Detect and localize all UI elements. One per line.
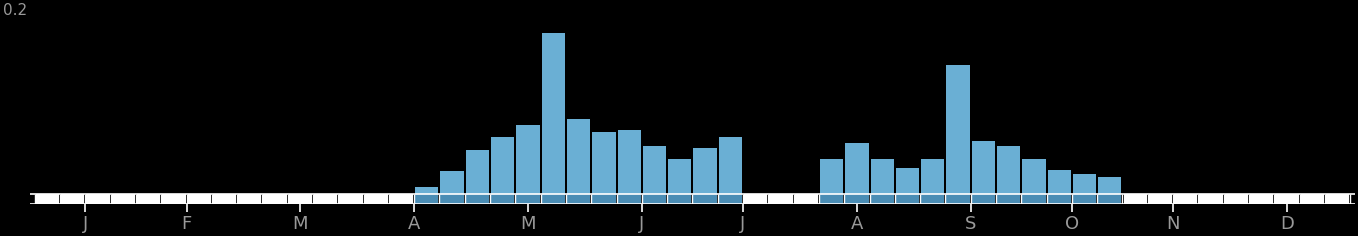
- Bar: [1047, 194, 1071, 204]
- Bar: [820, 194, 843, 204]
- Bar: [492, 137, 515, 194]
- Bar: [1099, 194, 1122, 204]
- Bar: [972, 194, 995, 204]
- Bar: [542, 194, 565, 204]
- Bar: [718, 137, 741, 194]
- Bar: [364, 194, 388, 204]
- Bar: [668, 194, 691, 204]
- Bar: [187, 194, 210, 204]
- Bar: [516, 194, 539, 204]
- Bar: [668, 159, 691, 194]
- Bar: [845, 194, 869, 204]
- Bar: [921, 194, 944, 204]
- Bar: [516, 125, 539, 194]
- Bar: [492, 194, 515, 204]
- Bar: [416, 194, 439, 204]
- Bar: [997, 194, 1020, 204]
- Bar: [238, 194, 261, 204]
- Bar: [618, 194, 641, 204]
- Bar: [870, 194, 894, 204]
- Bar: [1249, 194, 1274, 204]
- Bar: [416, 187, 439, 194]
- Bar: [997, 146, 1020, 194]
- Bar: [1301, 194, 1324, 204]
- Bar: [592, 131, 615, 194]
- Bar: [1073, 194, 1096, 204]
- Bar: [390, 194, 413, 204]
- Bar: [947, 65, 970, 194]
- Bar: [137, 194, 160, 204]
- Bar: [1099, 177, 1122, 194]
- Bar: [1123, 194, 1146, 204]
- Bar: [1275, 194, 1298, 204]
- Bar: [111, 194, 134, 204]
- Bar: [289, 194, 312, 204]
- Bar: [568, 119, 591, 194]
- Bar: [1073, 174, 1096, 194]
- Bar: [642, 146, 667, 194]
- Bar: [770, 194, 793, 204]
- Bar: [694, 148, 717, 194]
- Bar: [744, 194, 767, 204]
- Bar: [440, 194, 464, 204]
- Bar: [466, 150, 489, 194]
- Bar: [642, 194, 667, 204]
- Bar: [1149, 194, 1172, 204]
- Bar: [263, 194, 287, 204]
- Bar: [1175, 194, 1198, 204]
- Bar: [61, 194, 84, 204]
- Bar: [87, 194, 110, 204]
- Bar: [896, 168, 919, 194]
- Bar: [718, 194, 741, 204]
- Bar: [1047, 170, 1071, 194]
- Bar: [1325, 194, 1348, 204]
- Bar: [35, 194, 58, 204]
- Bar: [694, 194, 717, 204]
- Bar: [794, 194, 818, 204]
- Bar: [1199, 194, 1222, 204]
- Bar: [568, 194, 591, 204]
- Bar: [340, 194, 363, 204]
- Bar: [314, 194, 337, 204]
- Bar: [896, 194, 919, 204]
- Bar: [947, 194, 970, 204]
- Bar: [542, 33, 565, 194]
- Bar: [618, 130, 641, 194]
- Bar: [1225, 194, 1248, 204]
- Bar: [162, 194, 186, 204]
- Bar: [440, 171, 464, 194]
- Bar: [466, 194, 489, 204]
- Bar: [845, 143, 869, 194]
- Bar: [592, 194, 615, 204]
- Bar: [1023, 194, 1046, 204]
- Bar: [870, 159, 894, 194]
- Bar: [1023, 159, 1046, 194]
- Bar: [213, 194, 236, 204]
- Bar: [921, 159, 944, 194]
- Bar: [972, 141, 995, 194]
- Bar: [820, 159, 843, 194]
